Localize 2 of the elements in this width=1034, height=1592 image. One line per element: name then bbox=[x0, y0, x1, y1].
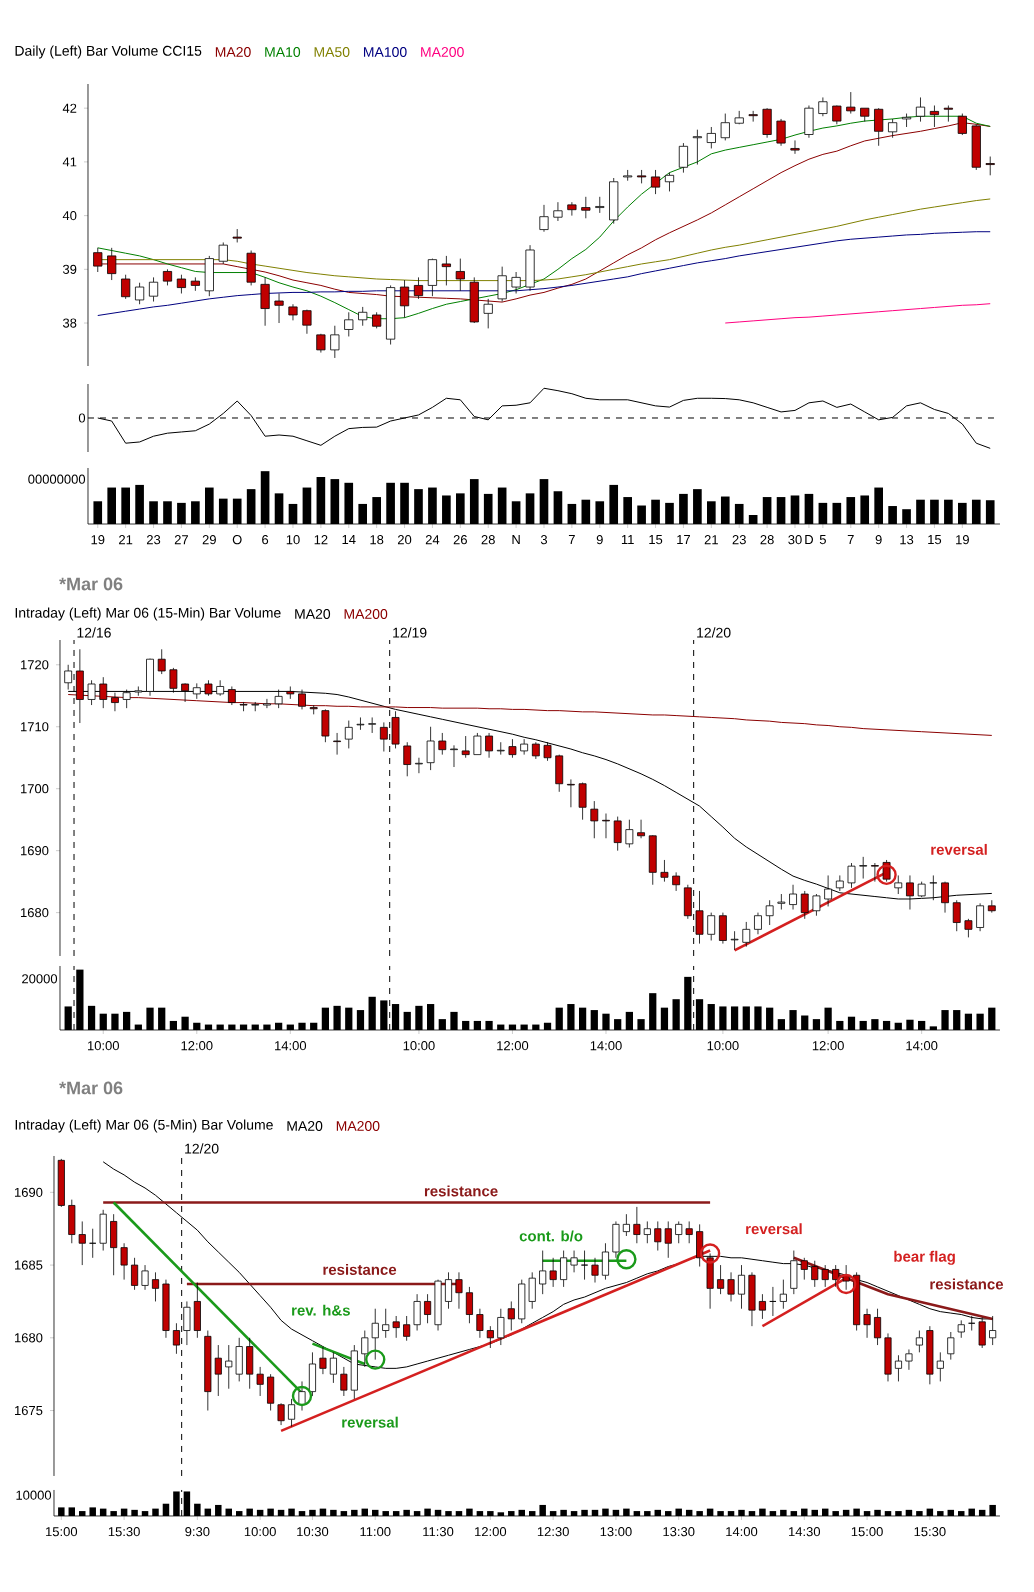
chart-title: *Mar 06 bbox=[59, 577, 123, 591]
chart-title: *Mar 06 bbox=[59, 1081, 123, 1095]
